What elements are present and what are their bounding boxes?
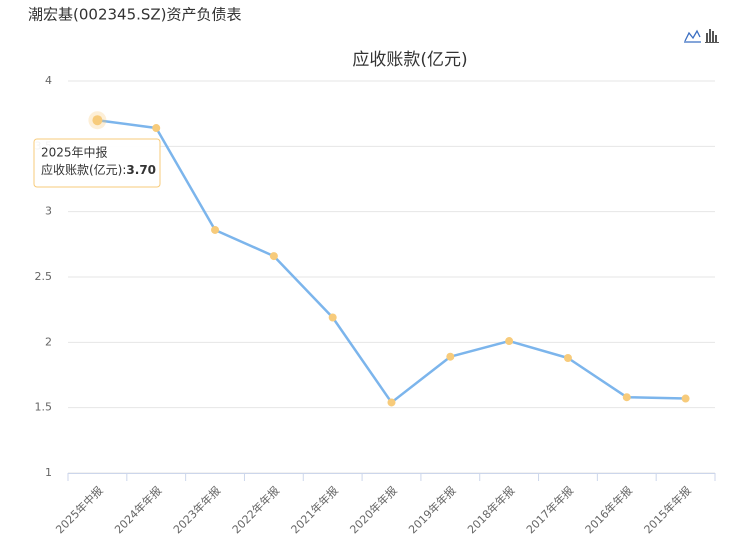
marker bbox=[563, 354, 572, 363]
y-tick-label: 1 bbox=[45, 466, 52, 479]
x-tick-label: 2022年年报 bbox=[229, 483, 282, 536]
marker bbox=[152, 124, 161, 133]
x-tick-label: 2025年中报 bbox=[53, 483, 106, 536]
marker bbox=[328, 313, 337, 322]
tooltip-text: 应收账款(亿元):3.70 bbox=[41, 162, 156, 177]
series-line bbox=[97, 118, 686, 404]
x-tick-label: 2024年年报 bbox=[111, 483, 164, 536]
marker bbox=[681, 394, 690, 403]
page-title: 潮宏基(002345.SZ)资产负债表 bbox=[28, 6, 242, 24]
y-tick-label: 1.5 bbox=[35, 401, 53, 414]
y-tick-label: 2 bbox=[45, 335, 52, 348]
x-tick-label: 2018年年报 bbox=[464, 483, 517, 536]
tooltip-box bbox=[33, 138, 161, 188]
x-tick-label: 2015年年报 bbox=[641, 483, 694, 536]
x-tick-label: 2021年年报 bbox=[288, 483, 341, 536]
bar-icon[interactable] bbox=[705, 29, 719, 43]
x-tick-label: 2019年年报 bbox=[406, 483, 459, 536]
marker bbox=[446, 352, 455, 361]
line-icon[interactable] bbox=[684, 29, 701, 43]
tooltip-title: 2025年中报 bbox=[41, 145, 108, 160]
tooltip-label: 应收账款(亿元): bbox=[41, 162, 126, 177]
marker bbox=[211, 225, 220, 234]
x-tick-label: 2020年年报 bbox=[347, 483, 400, 536]
marker bbox=[505, 337, 514, 346]
x-tick-label: 2016年年报 bbox=[582, 483, 635, 536]
marker bbox=[269, 252, 278, 261]
x-tick-label: 2017年年报 bbox=[523, 483, 576, 536]
marker bbox=[92, 115, 103, 126]
tooltip-value: 3.70 bbox=[126, 163, 156, 177]
marker bbox=[387, 398, 396, 407]
y-tick-label: 3 bbox=[45, 205, 52, 218]
y-tick-label: 2.5 bbox=[35, 270, 53, 283]
chart-title: 应收账款(亿元) bbox=[352, 50, 467, 70]
y-tick-label: 4 bbox=[45, 74, 52, 87]
plot bbox=[88, 111, 690, 407]
marker bbox=[622, 393, 631, 402]
x-tick-label: 2023年年报 bbox=[170, 483, 223, 536]
